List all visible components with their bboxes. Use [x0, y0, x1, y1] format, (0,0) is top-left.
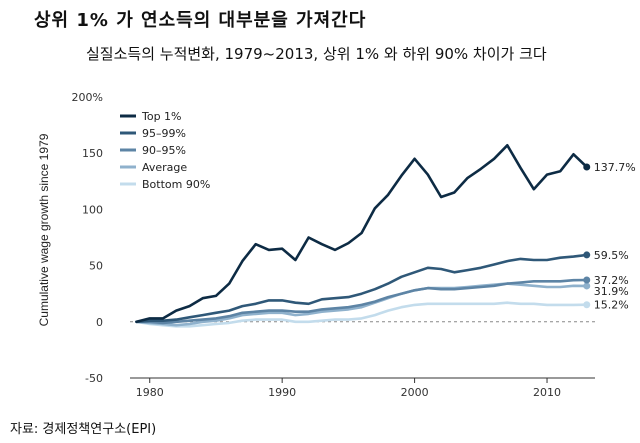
legend-entry: Average — [142, 161, 187, 174]
y-tick-label: -50 — [85, 372, 103, 385]
y-tick-label: 50 — [89, 260, 103, 273]
legend-entry: Top 1% — [141, 110, 182, 123]
chart-series: 137.7% 59.5% 37.2%31.9%15.2% — [135, 144, 636, 328]
x-tick-label: 1980 — [136, 386, 164, 399]
series-end-label: 59.5% — [594, 249, 629, 262]
series-line-90-95 — [135, 278, 589, 325]
series-end-point-90-95 — [583, 276, 591, 284]
y-tick-label: 200% — [72, 91, 103, 104]
source-note: 자료: 경제정책연구소(EPI) — [10, 422, 157, 437]
series-line-bottom-90 — [135, 301, 589, 328]
y-tick-label: 150 — [82, 147, 103, 160]
y-axis-label: Cumulative wage growth since 1979 — [37, 133, 51, 326]
chart-axes: 200% 150 100 50 0 -50 1980 1990 2000 2010 — [72, 91, 595, 399]
series-end-point-average — [583, 282, 591, 290]
x-tick-label: 2010 — [533, 386, 561, 399]
line-chart: 200% 150 100 50 0 -50 1980 1990 2000 2010 137.7% 5… — [37, 91, 636, 399]
series-line-95-99 — [135, 253, 589, 324]
page-subtitle: 실질소득의 누적변화, 1979~2013, 상위 1% 와 하위 90% 차이… — [86, 45, 547, 63]
series-end-label: 31.9% — [594, 285, 629, 298]
chart-legend: Top 1% 95–99% 90–95% Average Bottom 90% — [120, 110, 210, 191]
page-title: 상위 1% 가 연소득의 대부분을 가져간다 — [34, 10, 367, 31]
y-tick-label: 0 — [96, 316, 103, 329]
series-end-label: 15.2% — [594, 299, 629, 312]
y-tick-label: 100 — [82, 203, 103, 216]
legend-entry: 95–99% — [142, 127, 186, 140]
series-end-point-bottom-90 — [583, 301, 591, 309]
series-end-label: 37.2% — [594, 274, 629, 287]
legend-entry: 90–95% — [142, 144, 186, 157]
x-tick-label: 1990 — [268, 386, 296, 399]
x-tick-label: 2000 — [401, 386, 429, 399]
legend-entry: Bottom 90% — [142, 178, 210, 191]
series-line-top-1 — [135, 144, 589, 324]
series-end-point-top-1 — [583, 163, 591, 171]
series-end-label: 137.7% — [594, 161, 636, 174]
series-end-point-95-99 — [583, 251, 591, 259]
